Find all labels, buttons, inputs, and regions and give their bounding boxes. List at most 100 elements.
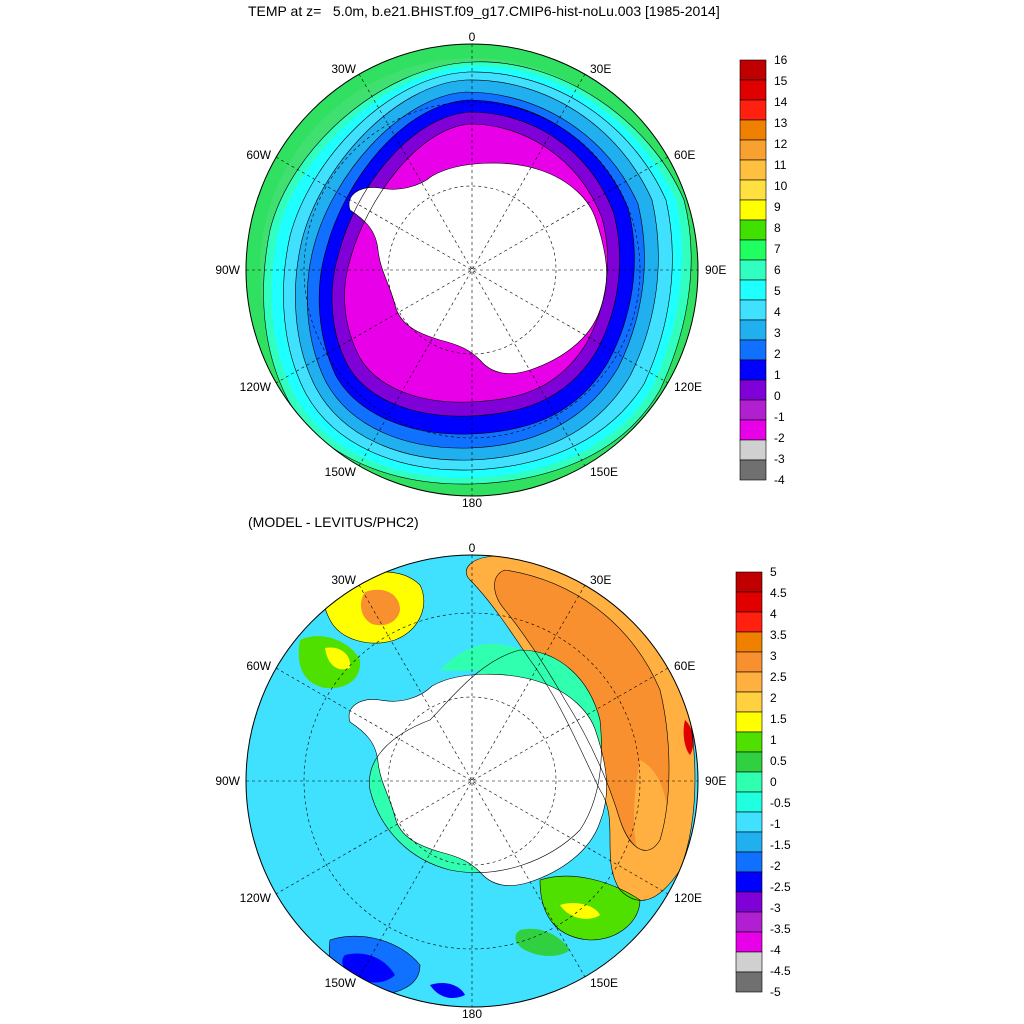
colorbar-tick-label: 2.5 [770,670,787,684]
colorbar-tick-label: -1.5 [770,838,791,852]
colorbar-tick-label: 11 [774,158,787,172]
colorbar-tick-label: 13 [774,116,788,130]
bottom-polar-map: 0 30E 60E 90E 120E 150E 180 150W 120W 90… [215,541,791,1021]
lon-label-90e: 90E [705,263,726,277]
colorbar-swatch [735,711,763,733]
top-polar-map: 0 30E 60E 90E 120E 150E 180 150W 120W 90… [215,30,787,510]
colorbar-tick-label: 1 [774,368,781,382]
colorbar-swatch [735,611,763,633]
colorbar-swatch [739,399,767,421]
lon-label-150e: 150E [590,465,618,479]
lon-label-30w: 30W [331,573,356,587]
colorbar-swatch [735,751,763,773]
colorbar-tick-label: 12 [774,137,788,151]
lon-label-90w: 90W [215,774,240,788]
colorbar-swatch [739,79,767,101]
colorbar-swatch [739,439,767,461]
bottom-colorbar: 5 4.5 4 3.5 3 2.5 2 1.5 1 0.5 0 -0.5 -1 -1.5 -2 -2.5 -3 -… [735,565,791,999]
colorbar-tick-label: 3 [774,326,781,340]
colorbar-tick-label: 7 [774,242,781,256]
colorbar-swatch [735,591,763,613]
colorbar-tick-label: -4.5 [770,964,791,978]
colorbar-tick-label: -3.5 [770,922,791,936]
lon-label-180: 180 [462,1007,482,1021]
colorbar-swatch [739,299,767,321]
colorbar-tick-label: 5 [770,565,777,579]
colorbar-swatch [735,651,763,673]
colorbar-swatch [735,891,763,913]
colorbar-tick-label: 3 [770,649,777,663]
colorbar-swatch [739,219,767,241]
colorbar-tick-label: 0 [770,775,777,789]
colorbar-tick-label: 0.5 [770,754,787,768]
lon-label-120w: 120W [240,891,272,905]
colorbar-swatch [739,319,767,341]
colorbar-swatch [735,571,763,593]
lon-label-60w: 60W [246,659,271,673]
colorbar-swatch [739,239,767,261]
colorbar-tick-label: -1 [774,410,785,424]
colorbar-swatch [735,931,763,953]
colorbar-tick-label: -1 [770,817,781,831]
top-panel-title: TEMP at z= 5.0m, b.e21.BHIST.f09_g17.CMI… [248,3,720,19]
colorbar-swatch [735,791,763,813]
colorbar-swatch [739,99,767,121]
colorbar-tick-label: 0 [774,389,781,403]
colorbar-swatch [735,771,763,793]
lon-label-150w: 150W [325,465,357,479]
colorbar-tick-label: 14 [774,95,788,109]
lon-label-60w: 60W [246,148,271,162]
colorbar-swatch [739,359,767,381]
colorbar-tick-label: 1 [770,733,777,747]
colorbar-tick-label: 1.5 [770,712,787,726]
colorbar-tick-label: -2 [774,431,785,445]
colorbar-tick-label: -3 [770,901,781,915]
colorbar-swatch [739,139,767,161]
colorbar-swatch [735,851,763,873]
lon-label-90e: 90E [705,774,726,788]
colorbar-swatch [739,59,767,81]
colorbar-swatch [735,811,763,833]
lon-label-120e: 120E [674,891,702,905]
colorbar-swatch [735,731,763,753]
lon-label-120w: 120W [240,380,272,394]
lon-label-0: 0 [469,541,476,555]
colorbar-swatch [739,159,767,181]
lon-label-150e: 150E [590,976,618,990]
lon-label-180: 180 [462,496,482,510]
colorbar-tick-label: -5 [770,985,781,999]
lon-label-30w: 30W [331,62,356,76]
colorbar-tick-label: -3 [774,452,785,466]
lon-label-60e: 60E [674,148,695,162]
lon-label-90w: 90W [215,263,240,277]
colorbar-swatch [739,459,767,481]
colorbar-swatch [735,691,763,713]
lon-label-120e: 120E [674,380,702,394]
lon-label-0: 0 [469,30,476,44]
colorbar-tick-label: 3.5 [770,628,787,642]
lon-label-150w: 150W [325,976,357,990]
colorbar-tick-label: 4 [774,305,781,319]
colorbar-swatch [735,951,763,973]
lon-label-30e: 30E [590,573,611,587]
colorbar-tick-label: 16 [774,53,788,67]
colorbar-tick-label: -4 [774,473,785,487]
colorbar-swatch [739,279,767,301]
lon-label-30e: 30E [590,62,611,76]
colorbar-tick-label: -0.5 [770,796,791,810]
colorbar-tick-label: 6 [774,263,781,277]
colorbar-tick-label: 10 [774,179,788,193]
colorbar-swatch [739,339,767,361]
colorbar-swatch [735,671,763,693]
colorbar-tick-label: 4.5 [770,586,787,600]
bottom-panel-title: (MODEL - LEVITUS/PHC2) [248,514,419,530]
colorbar-tick-label: -2 [770,859,781,873]
colorbar-swatch [735,871,763,893]
top-longitude-labels: 0 30E 60E 90E 120E 150E 180 150W 120W 90… [215,30,726,510]
colorbar-tick-label: 15 [774,74,788,88]
colorbar-tick-label: 5 [774,284,781,298]
colorbar-tick-label: 9 [774,200,781,214]
colorbar-tick-label: -2.5 [770,880,791,894]
